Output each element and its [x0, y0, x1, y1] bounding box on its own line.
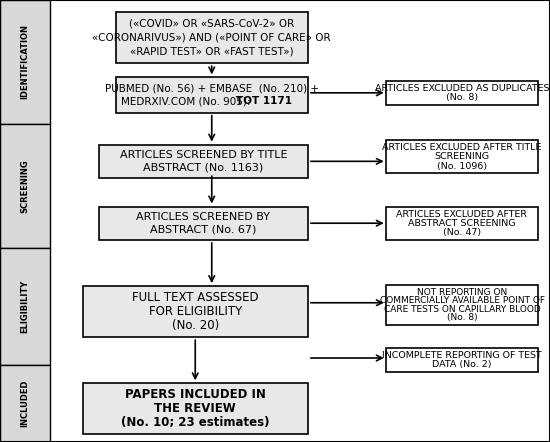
- Text: ABSTRACT (No. 1163): ABSTRACT (No. 1163): [144, 163, 263, 173]
- Text: ARTICLES EXCLUDED AFTER: ARTICLES EXCLUDED AFTER: [397, 210, 527, 218]
- FancyBboxPatch shape: [116, 12, 308, 63]
- Text: (No. 10; 23 estimates): (No. 10; 23 estimates): [121, 416, 270, 430]
- Text: (No. 8): (No. 8): [446, 93, 478, 102]
- FancyBboxPatch shape: [0, 0, 50, 124]
- Text: INCLUDED: INCLUDED: [20, 380, 29, 427]
- Text: ARTICLES SCREENED BY: ARTICLES SCREENED BY: [136, 212, 271, 222]
- Text: PAPERS INCLUDED IN: PAPERS INCLUDED IN: [125, 388, 266, 401]
- FancyBboxPatch shape: [99, 145, 308, 178]
- FancyBboxPatch shape: [99, 207, 308, 240]
- Text: ABSTRACT SCREENING: ABSTRACT SCREENING: [408, 219, 516, 228]
- Text: COMMERCIALLY AVAILABLE POINT OF: COMMERCIALLY AVAILABLE POINT OF: [379, 296, 544, 305]
- FancyBboxPatch shape: [0, 365, 50, 442]
- Text: ABSTRACT (No. 67): ABSTRACT (No. 67): [150, 225, 257, 235]
- FancyBboxPatch shape: [386, 140, 538, 173]
- Text: SCREENING: SCREENING: [434, 152, 490, 161]
- Text: (No. 47): (No. 47): [443, 228, 481, 237]
- FancyBboxPatch shape: [82, 383, 308, 434]
- Text: ARTICLES EXCLUDED AFTER TITLE: ARTICLES EXCLUDED AFTER TITLE: [382, 143, 542, 152]
- FancyBboxPatch shape: [116, 77, 308, 113]
- Text: TOT 1171: TOT 1171: [236, 96, 292, 107]
- FancyBboxPatch shape: [386, 348, 538, 372]
- Text: ARTICLES SCREENED BY TITLE: ARTICLES SCREENED BY TITLE: [120, 150, 287, 160]
- Text: (No. 8): (No. 8): [447, 313, 477, 323]
- Text: IDENTIFICATION: IDENTIFICATION: [20, 24, 29, 99]
- Text: NOT REPORTING ON: NOT REPORTING ON: [417, 287, 507, 297]
- FancyBboxPatch shape: [0, 248, 50, 365]
- Text: PUBMED (No. 56) + EMBASE  (No. 210) +: PUBMED (No. 56) + EMBASE (No. 210) +: [104, 84, 319, 94]
- Text: MEDRXIV.COM (No. 905):: MEDRXIV.COM (No. 905):: [120, 96, 254, 107]
- Text: ELIGIBILITY: ELIGIBILITY: [20, 279, 29, 333]
- Text: INCOMPLETE REPORTING OF TEST: INCOMPLETE REPORTING OF TEST: [382, 351, 542, 360]
- Text: SCREENING: SCREENING: [20, 159, 29, 213]
- Text: «CORONARIVUS») AND («POINT OF CARE» OR: «CORONARIVUS») AND («POINT OF CARE» OR: [92, 33, 331, 42]
- Text: THE REVIEW: THE REVIEW: [155, 402, 236, 415]
- Text: (No. 1096): (No. 1096): [437, 162, 487, 171]
- Text: ARTICLES EXCLUDED AS DUPLICATES: ARTICLES EXCLUDED AS DUPLICATES: [375, 84, 549, 93]
- Text: («COVID» OR «SARS-CoV-2» OR: («COVID» OR «SARS-CoV-2» OR: [129, 19, 294, 28]
- Text: FOR ELIGIBILITY: FOR ELIGIBILITY: [148, 305, 242, 318]
- Text: «RAPID TEST» OR «FAST TEST»): «RAPID TEST» OR «FAST TEST»): [130, 47, 294, 57]
- FancyBboxPatch shape: [386, 80, 538, 105]
- Text: CARE TESTS ON CAPILLARY BLOOD: CARE TESTS ON CAPILLARY BLOOD: [384, 305, 540, 314]
- Text: (No. 20): (No. 20): [172, 319, 219, 332]
- Text: DATA (No. 2): DATA (No. 2): [432, 360, 492, 370]
- Text: FULL TEXT ASSESSED: FULL TEXT ASSESSED: [132, 291, 258, 304]
- FancyBboxPatch shape: [0, 124, 50, 248]
- FancyBboxPatch shape: [386, 207, 538, 240]
- FancyBboxPatch shape: [386, 285, 538, 325]
- FancyBboxPatch shape: [82, 286, 308, 337]
